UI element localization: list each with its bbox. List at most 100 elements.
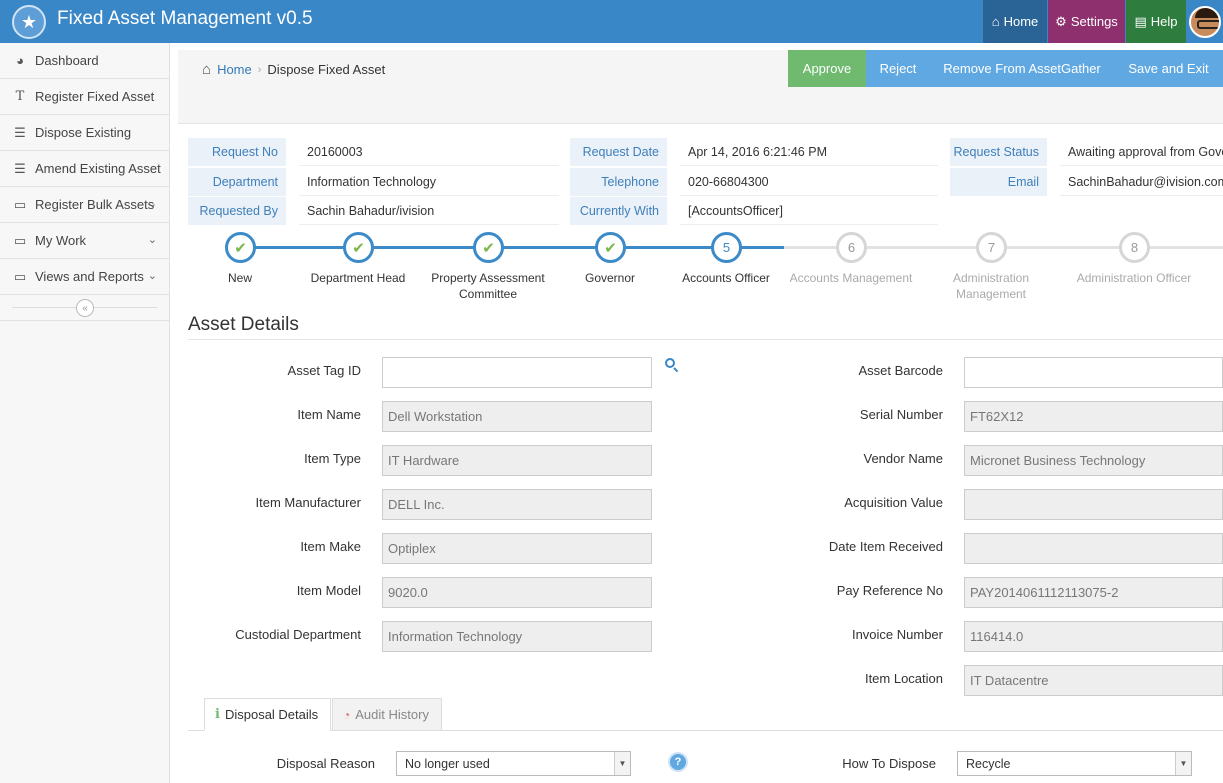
- details-tabs: i Disposal Details ◔ Audit History: [188, 698, 1223, 731]
- serial-number-field[interactable]: FT62X12: [964, 401, 1223, 432]
- divider: [188, 339, 1223, 340]
- book-icon: ▤: [1134, 13, 1147, 29]
- asset-details-title: Asset Details: [188, 314, 299, 335]
- disposal-reason-select[interactable]: No longer used ▼: [396, 751, 631, 776]
- pay-reference-no-field[interactable]: PAY2014061112113075-2: [964, 577, 1223, 608]
- remove-from-assetgather-button[interactable]: Remove From AssetGather: [930, 50, 1114, 87]
- asset-tag-id-field[interactable]: [382, 357, 652, 388]
- monitor-icon: ▭: [13, 196, 27, 212]
- item-location-label: Item Location: [864, 671, 943, 686]
- item-manufacturer-field[interactable]: DELL Inc.: [382, 489, 652, 520]
- item-type-label: Item Type: [304, 451, 361, 466]
- pay-reference-no-label: Pay Reference No: [836, 583, 943, 598]
- request-date-label: Request Date: [570, 138, 667, 166]
- reject-button[interactable]: Reject: [866, 50, 930, 87]
- custodial-department-label: Custodial Department: [235, 627, 361, 642]
- step-label: Accounts Management: [789, 271, 913, 285]
- home-icon: ⌂: [991, 14, 1000, 29]
- sidebar-item-my-work[interactable]: ▭ My Work ⌄: [0, 223, 169, 259]
- acquisition-value-label: Acquisition Value: [844, 495, 943, 510]
- vendor-name-field[interactable]: Micronet Business Technology: [964, 445, 1223, 476]
- request-info-grid: Request No 20160003 Department Informati…: [188, 138, 1223, 227]
- serial-number-label: Serial Number: [859, 407, 943, 422]
- help-question-icon[interactable]: ?: [668, 752, 688, 772]
- currently-with-value: [AccountsOfficer]: [680, 197, 938, 225]
- list-icon: ☰: [14, 160, 26, 176]
- request-status-value: Awaiting approval from Gove: [1060, 138, 1223, 166]
- sidebar-item-dispose-existing[interactable]: ☰ Dispose Existing: [0, 115, 169, 151]
- item-model-label: Item Model: [296, 583, 361, 598]
- custodial-department-field[interactable]: Information Technology: [382, 621, 652, 652]
- step-number: 5: [711, 232, 742, 263]
- sidebar-item-register-bulk-assets[interactable]: ▭ Register Bulk Assets ⌄: [0, 187, 169, 223]
- home-icon: ⌂: [202, 61, 212, 78]
- item-type-field[interactable]: IT Hardware: [382, 445, 652, 476]
- step-label: Property Assessment Committee: [431, 271, 545, 301]
- invoice-number-field[interactable]: 116414.0: [964, 621, 1223, 652]
- disposal-reason-label: Disposal Reason: [276, 756, 375, 771]
- sidebar-item-label: Register Fixed Asset: [35, 89, 155, 104]
- sidebar-item-amend-existing-asset[interactable]: ☰ Amend Existing Asset: [0, 151, 169, 187]
- tab-label: Disposal Details: [224, 707, 319, 722]
- sidebar-item-views-and-reports[interactable]: ▭ Views and Reports ⌄: [0, 259, 169, 295]
- nav-settings-label: Settings: [1070, 14, 1118, 29]
- sidebar: ◕ Dashboard T Register Fixed Asset ☰ Dis…: [0, 43, 170, 783]
- approve-button[interactable]: Approve: [788, 50, 866, 87]
- stepper-progress-line: [240, 246, 784, 249]
- sidebar-item-label: Amend Existing Asset: [35, 161, 161, 176]
- collapse-sidebar-icon[interactable]: «: [76, 299, 94, 317]
- breadcrumb-home-link[interactable]: Home: [217, 62, 252, 77]
- text-icon: T: [15, 89, 25, 104]
- app-title: Fixed Asset Management v0.5: [57, 8, 313, 29]
- step-label: Department Head: [310, 271, 406, 285]
- item-make-field[interactable]: Optiplex: [382, 533, 652, 564]
- step-label: New: [227, 271, 252, 285]
- sidebar-item-register-fixed-asset[interactable]: T Register Fixed Asset: [0, 79, 169, 115]
- tab-audit-history[interactable]: ◔ Audit History: [332, 698, 442, 731]
- date-item-received-field[interactable]: [964, 533, 1223, 564]
- item-name-label: Item Name: [297, 407, 361, 422]
- invoice-number-label: Invoice Number: [851, 627, 943, 642]
- step-number: 8: [1119, 232, 1150, 263]
- sidebar-item-label: Dispose Existing: [35, 125, 132, 140]
- user-avatar-button[interactable]: [1187, 0, 1223, 43]
- request-status-label: Request Status: [950, 138, 1047, 166]
- asset-tag-id-label: Asset Tag ID: [287, 363, 361, 378]
- vendor-name-label: Vendor Name: [863, 451, 944, 466]
- step-label: Administration Officer: [1076, 271, 1192, 285]
- acquisition-value-field[interactable]: [964, 489, 1223, 520]
- asset-barcode-label: Asset Barcode: [858, 363, 943, 378]
- list-icon: ☰: [14, 124, 26, 140]
- check-icon: ✔: [473, 232, 504, 263]
- item-location-field[interactable]: IT Datacentre: [964, 665, 1223, 696]
- check-icon: ✔: [595, 232, 626, 263]
- page-header: ⌂ Home › Dispose Fixed Asset Approve Rej…: [178, 50, 1223, 124]
- how-to-dispose-select[interactable]: Recycle ▼: [957, 751, 1192, 776]
- nav-home-button[interactable]: ⌂ Home: [983, 0, 1047, 43]
- chevron-down-icon: ⌄: [147, 198, 157, 210]
- magnifier-search-icon[interactable]: [665, 358, 679, 373]
- nav-settings-button[interactable]: ⚙ Settings: [1048, 0, 1125, 43]
- avatar: [1189, 5, 1221, 38]
- save-and-exit-button[interactable]: Save and Exit: [1114, 50, 1223, 87]
- asset-barcode-field[interactable]: [964, 357, 1223, 388]
- item-name-field[interactable]: Dell Workstation: [382, 401, 652, 432]
- step-label: Accounts Officer: [682, 271, 770, 285]
- tab-disposal-details[interactable]: i Disposal Details: [204, 698, 331, 731]
- breadcrumb: ⌂ Home › Dispose Fixed Asset: [202, 61, 385, 78]
- request-no-label: Request No: [188, 138, 286, 166]
- disposal-reason-value: No longer used: [405, 756, 490, 771]
- bank-seal-logo: ★: [12, 5, 46, 39]
- step-number: 6: [836, 232, 867, 263]
- item-model-field[interactable]: 9020.0: [382, 577, 652, 608]
- item-manufacturer-label: Item Manufacturer: [255, 495, 362, 510]
- requested-by-label: Requested By: [188, 197, 286, 225]
- telephone-label: Telephone: [570, 168, 667, 196]
- step-label: Governor: [584, 271, 636, 285]
- email-value: SachinBahadur@ivision.com: [1060, 168, 1223, 196]
- email-label: Email: [950, 168, 1047, 196]
- nav-help-label: Help: [1150, 14, 1178, 29]
- sidebar-item-dashboard[interactable]: ◕ Dashboard: [0, 43, 169, 79]
- nav-help-button[interactable]: ▤ Help: [1126, 0, 1186, 43]
- rss-feed-icon: ◔: [343, 707, 351, 722]
